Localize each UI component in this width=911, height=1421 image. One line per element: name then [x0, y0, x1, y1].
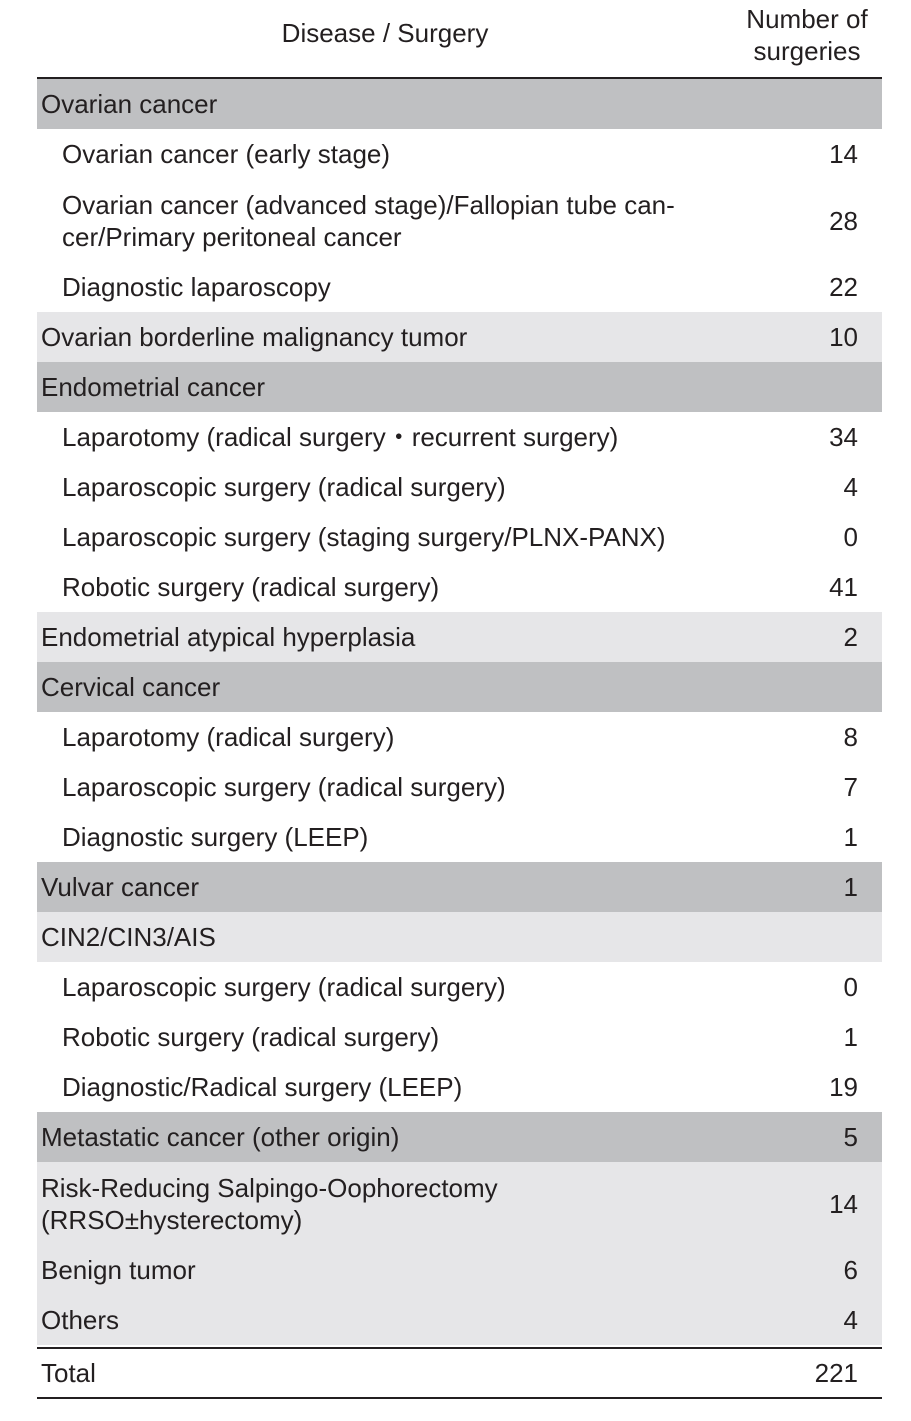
row-label: Vulvar cancer: [41, 872, 199, 902]
row-value: 10: [829, 322, 858, 352]
row-value: 22: [829, 272, 858, 302]
row-label: Laparotomy (radical surgery・recurrent su…: [62, 422, 619, 452]
row-value: 0: [843, 972, 858, 1002]
table-row-category: Ovarian cancer: [37, 79, 882, 129]
row-value: 14: [829, 1188, 858, 1219]
row-value: 5: [843, 1122, 858, 1152]
row-label: Metastatic cancer (other origin): [41, 1122, 400, 1152]
table-row-category: Cervical cancer: [37, 662, 882, 712]
row-label: Laparotomy (radical surgery): [62, 722, 395, 752]
row-label: Benign tumor: [41, 1255, 196, 1285]
table-row-subitem: Laparoscopic surgery (radical surgery) 7: [37, 762, 882, 812]
table-row-subitem: Robotic surgery (radical surgery) 41: [37, 562, 882, 612]
row-value: 7: [843, 772, 858, 802]
table-row-subitem: Robotic surgery (radical surgery) 1: [37, 1012, 882, 1062]
table-row-category: CIN2/CIN3/AIS: [37, 912, 882, 962]
total-label: Total: [41, 1358, 96, 1388]
table-row-category: Endometrial atypical hyperplasia 2: [37, 612, 882, 662]
row-label: Laparoscopic surgery (radical surgery): [62, 472, 506, 502]
table-row-category: Risk-Reducing Salpingo-Oophorectomy (RRS…: [37, 1162, 882, 1245]
row-value: 1: [843, 872, 858, 902]
row-value: 28: [829, 205, 858, 236]
row-label: Robotic surgery (radical surgery): [62, 1022, 440, 1052]
table-row-subitem: Diagnostic surgery (LEEP) 1: [37, 812, 882, 862]
row-label: Laparoscopic surgery (staging surgery/PL…: [62, 522, 666, 552]
row-value: 1: [843, 1022, 858, 1052]
header-number-of-surgeries: Number of surgeries: [732, 3, 882, 67]
table-row-subitem: Laparoscopic surgery (staging surgery/PL…: [37, 512, 882, 562]
row-value: 6: [843, 1255, 858, 1285]
row-value: 19: [829, 1072, 858, 1102]
header-line1: Number of: [746, 4, 868, 34]
row-value: 4: [843, 1305, 858, 1335]
header-line2: surgeries: [753, 36, 861, 66]
table-row-subitem: Laparotomy (radical surgery・recurrent su…: [37, 412, 882, 462]
table-row-subitem: Laparoscopic surgery (radical surgery) 0: [37, 962, 882, 1012]
row-label: Ovarian cancer: [41, 89, 218, 119]
row-label: Others: [41, 1305, 120, 1335]
row-label: Ovarian cancer (early stage): [62, 139, 391, 169]
row-value: 2: [843, 622, 858, 652]
row-value: 1: [843, 822, 858, 852]
table-row-category: Ovarian borderline malignancy tumor 10: [37, 312, 882, 362]
row-label: Diagnostic/Radical surgery (LEEP): [62, 1072, 463, 1102]
row-value: 34: [829, 422, 858, 452]
row-value: 8: [843, 722, 858, 752]
table-header: Disease / Surgery Number of surgeries: [37, 0, 882, 79]
table-row-subitem: Diagnostic/Radical surgery (LEEP) 19: [37, 1062, 882, 1112]
table-row-subitem: Laparotomy (radical surgery) 8: [37, 712, 882, 762]
row-label: Risk-Reducing Salpingo-Oophorectomy (RRS…: [41, 1172, 498, 1235]
table-row-category: Vulvar cancer 1: [37, 862, 882, 912]
row-value: 14: [829, 139, 858, 169]
surgery-table: Disease / Surgery Number of surgeries Ov…: [37, 0, 882, 1399]
table-row-subitem: Laparoscopic surgery (radical surgery) 4: [37, 462, 882, 512]
table-body: Ovarian cancer Ovarian cancer (early stag…: [37, 79, 882, 1345]
row-value: 4: [843, 472, 858, 502]
row-label: Laparoscopic surgery (radical surgery): [62, 972, 506, 1002]
table-row-category: Benign tumor 6: [37, 1245, 882, 1295]
table-row-category: Metastatic cancer (other origin) 5: [37, 1112, 882, 1162]
table-row-subitem: Diagnostic laparoscopy 22: [37, 262, 882, 312]
table-row-subitem: Ovarian cancer (early stage) 14: [37, 129, 882, 179]
row-label: Endometrial cancer: [41, 372, 265, 402]
row-value: 41: [829, 572, 858, 602]
row-label: Ovarian borderline malignancy tumor: [41, 322, 468, 352]
row-label: Laparoscopic surgery (radical surgery): [62, 772, 506, 802]
table-row-subitem: Ovarian cancer (advanced stage)/Fallopia…: [37, 179, 882, 262]
row-label: Cervical cancer: [41, 672, 221, 702]
row-label: CIN2/CIN3/AIS: [41, 922, 216, 952]
row-value: 0: [843, 522, 858, 552]
row-label: Robotic surgery (radical surgery): [62, 572, 440, 602]
row-label: Endometrial atypical hyperplasia: [41, 622, 416, 652]
total-row: Total 221: [37, 1347, 882, 1399]
header-disease-surgery: Disease / Surgery: [281, 18, 489, 48]
total-value: 221: [814, 1358, 858, 1388]
table-row-category: Others 4: [37, 1295, 882, 1345]
table-row-category: Endometrial cancer: [37, 362, 882, 412]
row-label: Diagnostic laparoscopy: [62, 272, 331, 302]
row-label: Diagnostic surgery (LEEP): [62, 822, 369, 852]
row-label: Ovarian cancer (advanced stage)/Fallopia…: [62, 189, 675, 252]
